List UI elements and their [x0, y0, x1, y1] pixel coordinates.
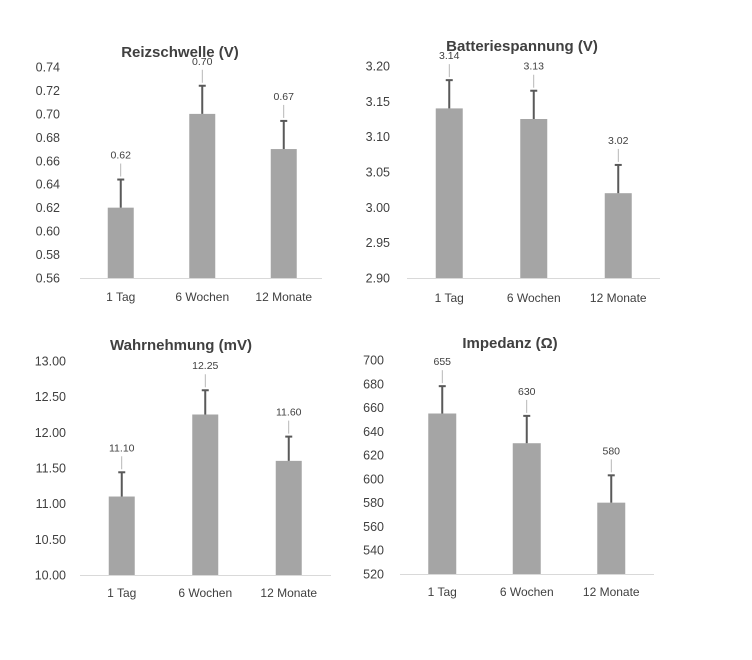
x-tick-label: 12 Monate [583, 585, 640, 599]
x-tick-label: 6 Wochen [175, 290, 229, 304]
x-tick-label: 6 Wochen [507, 291, 561, 305]
y-tick-label: 2.90 [366, 272, 390, 286]
data-label-batteriespannung: 3.14 [439, 50, 460, 62]
x-tick-label: 6 Wochen [500, 585, 554, 599]
bar-batteriespannung [520, 119, 548, 278]
y-tick-label: 0.74 [36, 61, 60, 75]
bar-reizschwelle [189, 113, 216, 278]
bar-impedanz [512, 443, 541, 574]
y-tick-label: 560 [363, 520, 384, 534]
y-tick-label: 3.00 [366, 201, 390, 215]
y-tick-label: 11.00 [36, 497, 66, 511]
y-tick-label: 0.58 [36, 248, 60, 262]
y-tick-label: 13.00 [35, 355, 66, 369]
chart-wahrnehmung: Wahrnehmung (mV) 10.00 10.50 11.00 11.50 12.0… [35, 337, 331, 600]
y-tick-label: 700 [363, 354, 384, 368]
chart-impedanz: Impedanz (Ω) 520 540 560 580 600 620 640 660 680 7… [363, 335, 654, 599]
bar-wahrnehmung [275, 460, 302, 575]
y-tick-label: 620 [363, 449, 384, 463]
y-tick-label: 10.50 [35, 533, 66, 547]
y-tick-label: 640 [363, 425, 384, 439]
y-tick-label: 0.72 [36, 84, 60, 98]
y-tick-label: 12.50 [35, 390, 66, 404]
x-tick-label: 1 Tag [435, 291, 464, 305]
chart-title-reizschwelle: Reizschwelle (V) [121, 44, 239, 61]
y-tick-label: 680 [363, 377, 384, 391]
data-label-wahrnehmung: 11.10 [109, 442, 135, 454]
y-tick-label: 3.20 [366, 60, 390, 74]
y-tick-label: 10.00 [35, 569, 66, 583]
y-tick-label: 0.62 [36, 201, 60, 215]
bar-reizschwelle [270, 149, 297, 278]
data-label-wahrnehmung: 11.60 [276, 407, 302, 419]
bar-impedanz [597, 502, 626, 574]
x-tick-label: 1 Tag [107, 586, 136, 600]
y-tick-label: 0.56 [36, 272, 60, 286]
y-tick-label: 3.10 [366, 130, 390, 144]
y-tick-label: 600 [363, 472, 384, 486]
x-tick-label: 12 Monate [260, 586, 317, 600]
chart-title-wahrnehmung: Wahrnehmung (mV) [110, 337, 252, 354]
y-tick-label: 11.50 [36, 462, 66, 476]
bar-batteriespannung [435, 108, 463, 279]
x-tick-label: 1 Tag [106, 290, 135, 304]
data-label-impedanz: 580 [602, 445, 620, 457]
x-tick-label: 1 Tag [428, 585, 457, 599]
y-tick-label: 0.68 [36, 131, 60, 145]
data-label-reizschwelle: 0.62 [111, 150, 132, 162]
y-tick-label: 0.66 [36, 154, 60, 168]
data-label-impedanz: 655 [433, 356, 451, 368]
y-tick-label: 3.05 [366, 166, 390, 180]
bar-wahrnehmung [192, 414, 219, 575]
y-tick-label: 0.64 [36, 178, 60, 192]
data-label-reizschwelle: 0.70 [192, 56, 213, 68]
bar-wahrnehmung [108, 496, 135, 575]
data-label-impedanz: 630 [518, 386, 536, 398]
data-label-wahrnehmung: 12.25 [192, 360, 218, 372]
chart-title-batteriespannung: Batteriespannung (V) [446, 38, 598, 55]
y-tick-label: 580 [363, 496, 384, 510]
data-label-reizschwelle: 0.67 [274, 91, 295, 103]
y-tick-label: 540 [363, 544, 384, 558]
x-tick-label: 6 Wochen [178, 586, 232, 600]
y-tick-label: 0.70 [36, 107, 60, 121]
x-tick-label: 12 Monate [590, 291, 647, 305]
chart-reizschwelle: Reizschwelle (V) 0.56 0.58 0.60 0.62 0.64 0.66… [36, 44, 322, 304]
y-tick-label: 3.15 [366, 95, 390, 109]
y-tick-label: 2.95 [366, 236, 390, 250]
y-tick-label: 520 [363, 568, 384, 582]
bar-batteriespannung [604, 193, 632, 278]
y-tick-label: 660 [363, 401, 384, 415]
bar-reizschwelle [107, 207, 134, 278]
bar-impedanz [428, 413, 457, 574]
data-label-batteriespannung: 3.02 [608, 135, 629, 147]
y-tick-label: 12.00 [35, 426, 66, 440]
data-label-batteriespannung: 3.13 [524, 61, 545, 73]
chart-batteriespannung: Batteriespannung (V) 2.90 2.95 3.00 3.05 3.10… [366, 38, 660, 305]
y-tick-label: 0.60 [36, 225, 60, 239]
x-tick-label: 12 Monate [255, 290, 312, 304]
chart-title-impedanz: Impedanz (Ω) [462, 335, 557, 352]
